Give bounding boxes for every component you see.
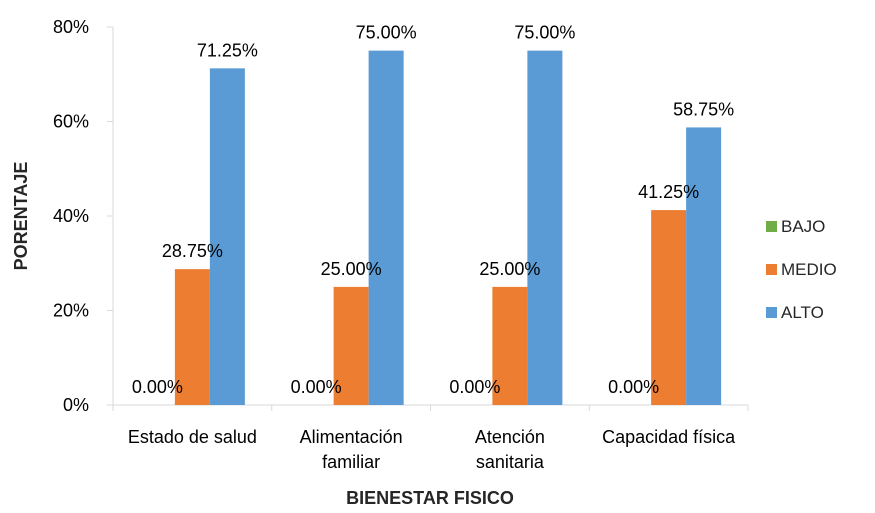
bar-alto [527,50,563,405]
legend-swatch-alto [766,307,777,318]
data-label: 75.00% [514,23,575,43]
data-label: 0.00% [132,377,183,397]
bar-alto [368,50,404,405]
axes-layer: 0% 20% 40% 60% 80% Estado de salud Alimentació… [53,17,749,472]
y-tick-label: 80% [53,17,89,37]
legend: BAJO MEDIO ALTO [766,217,837,322]
y-axis-title: PORENTAJE [11,162,31,271]
data-labels-layer: 0.00% 28.75% 71.25% 0.00% 25.00% 75.00% 0.00% 2… [132,23,734,397]
y-tick-label: 60% [53,112,89,132]
data-label: 25.00% [321,259,382,279]
legend-label-alto: ALTO [781,303,824,322]
x-tick-label: Alimentación familiar [300,427,403,472]
data-label: 28.75% [162,241,223,261]
data-label: 75.00% [356,23,417,43]
x-tick-label: Atención sanitaria [475,427,545,472]
bars-layer [174,50,722,405]
data-label: 71.25% [197,40,258,60]
bar-alto [686,127,722,405]
bar-alto [209,68,245,405]
legend-swatch-bajo [766,221,777,232]
bar-medio [333,286,369,405]
x-tick-label: Capacidad física [602,427,736,447]
y-tick-label: 0% [63,395,89,415]
x-tick-label: Estado de salud [128,427,257,447]
legend-label-bajo: BAJO [781,217,825,236]
data-label: 25.00% [479,259,540,279]
data-label: 0.00% [608,377,659,397]
bar-medio [492,286,528,405]
data-label: 0.00% [291,377,342,397]
data-label: 58.75% [673,99,734,119]
legend-swatch-medio [766,264,777,275]
legend-label-medio: MEDIO [781,260,837,279]
data-label: 0.00% [449,377,500,397]
bar-medio [651,210,687,405]
y-tick-label: 40% [53,206,89,226]
data-label: 41.25% [638,182,699,202]
y-tick-label: 20% [53,301,89,321]
x-axis-title: BIENESTAR FISICO [346,488,514,508]
bar-medio [174,269,210,405]
